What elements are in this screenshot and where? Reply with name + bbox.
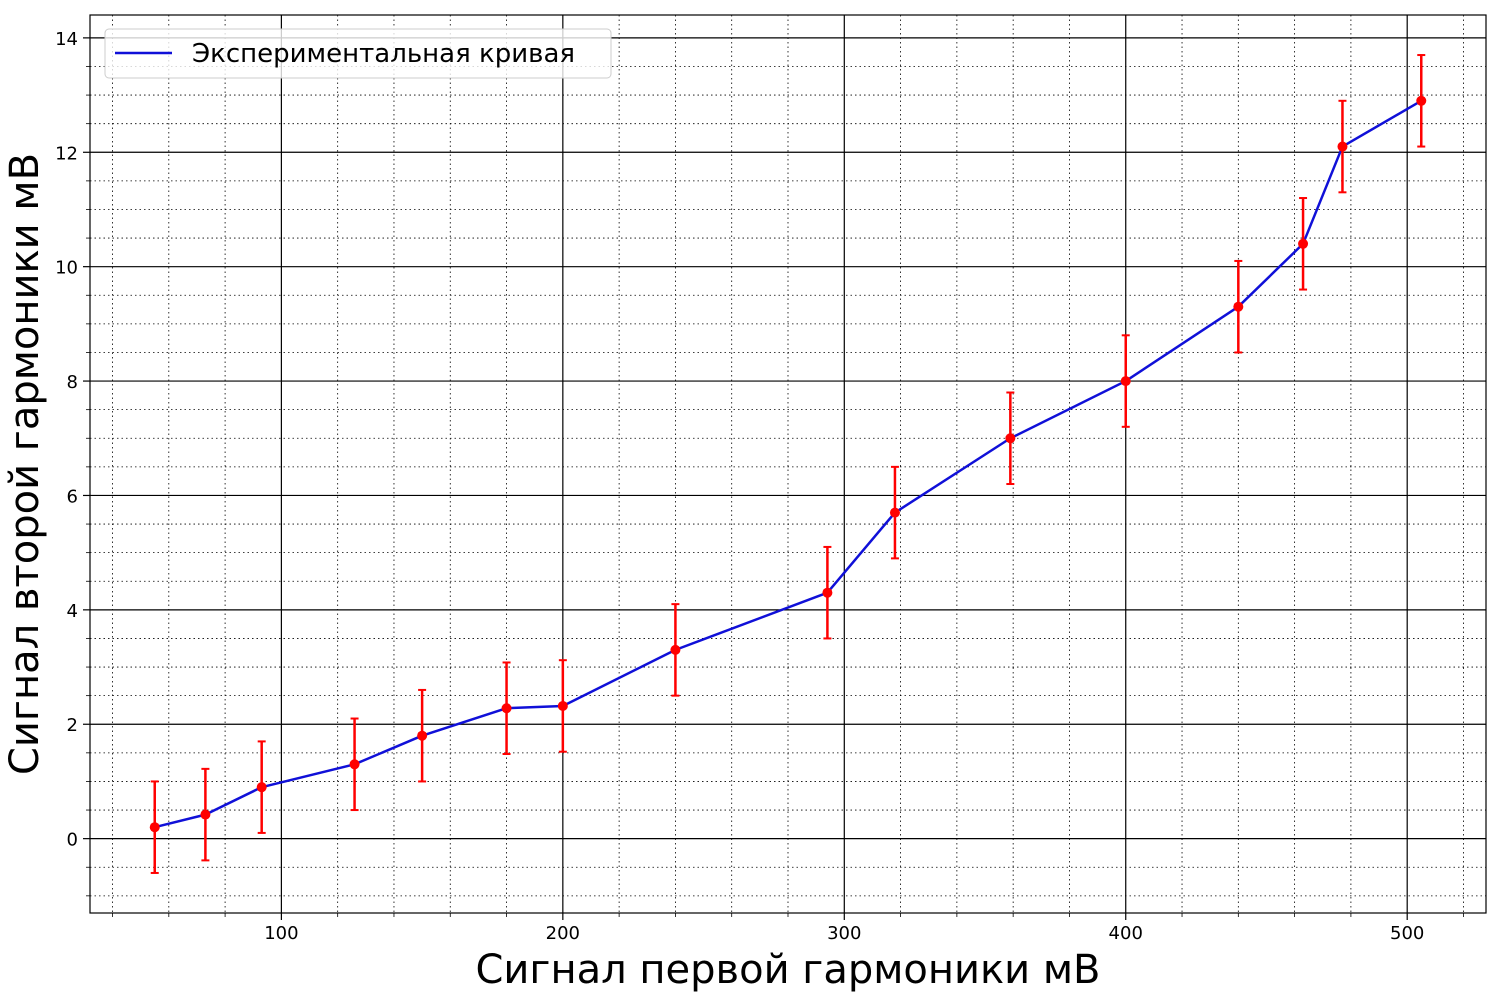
y-tick-label: 2 xyxy=(67,715,78,736)
y-tick-label: 0 xyxy=(67,830,78,851)
x-tick-label: 500 xyxy=(1390,923,1424,944)
data-point xyxy=(822,587,833,598)
data-point xyxy=(1233,301,1244,312)
x-tick-label: 300 xyxy=(827,923,861,944)
data-point xyxy=(670,644,681,655)
y-tick-label: 8 xyxy=(67,372,78,393)
x-tick-label: 100 xyxy=(264,923,298,944)
x-tick-label: 400 xyxy=(1109,923,1143,944)
data-point xyxy=(501,703,512,714)
legend-entry: Экспериментальная кривая xyxy=(192,39,575,69)
major-grid xyxy=(90,15,1486,913)
data-point xyxy=(557,700,568,711)
data-markers xyxy=(149,95,1427,833)
data-point xyxy=(1005,433,1016,444)
axis-ticks xyxy=(83,37,1464,920)
data-point xyxy=(1416,95,1427,106)
data-point xyxy=(889,507,900,518)
data-point xyxy=(1298,238,1309,249)
data-point xyxy=(1120,376,1131,387)
legend-box xyxy=(104,28,612,79)
minor-grid xyxy=(90,15,1486,913)
y-tick-label: 12 xyxy=(55,143,78,164)
y-tick-label: 10 xyxy=(55,258,78,279)
data-point xyxy=(256,782,267,793)
data-point xyxy=(349,759,360,770)
y-axis-title: Сигнал второй гармоники мВ xyxy=(2,153,48,775)
series-line xyxy=(154,99,1422,829)
data-point xyxy=(417,730,428,741)
legend: Экспериментальная кривая xyxy=(104,28,612,79)
series-line-group xyxy=(154,99,1422,829)
plot-frame xyxy=(89,14,1487,914)
y-tick-label: 14 xyxy=(55,29,78,50)
data-point xyxy=(149,822,160,833)
y-tick-label: 4 xyxy=(67,601,78,622)
data-point xyxy=(200,809,211,820)
x-tick-label: 200 xyxy=(546,923,580,944)
x-axis-title: Сигнал первой гармоники мВ xyxy=(476,947,1101,993)
tick-labels: 100 200 300 400 500 0 2 4 6 8 10 12 14 xyxy=(55,29,1424,944)
y-tick-label: 6 xyxy=(67,486,78,507)
data-point xyxy=(1337,141,1348,152)
